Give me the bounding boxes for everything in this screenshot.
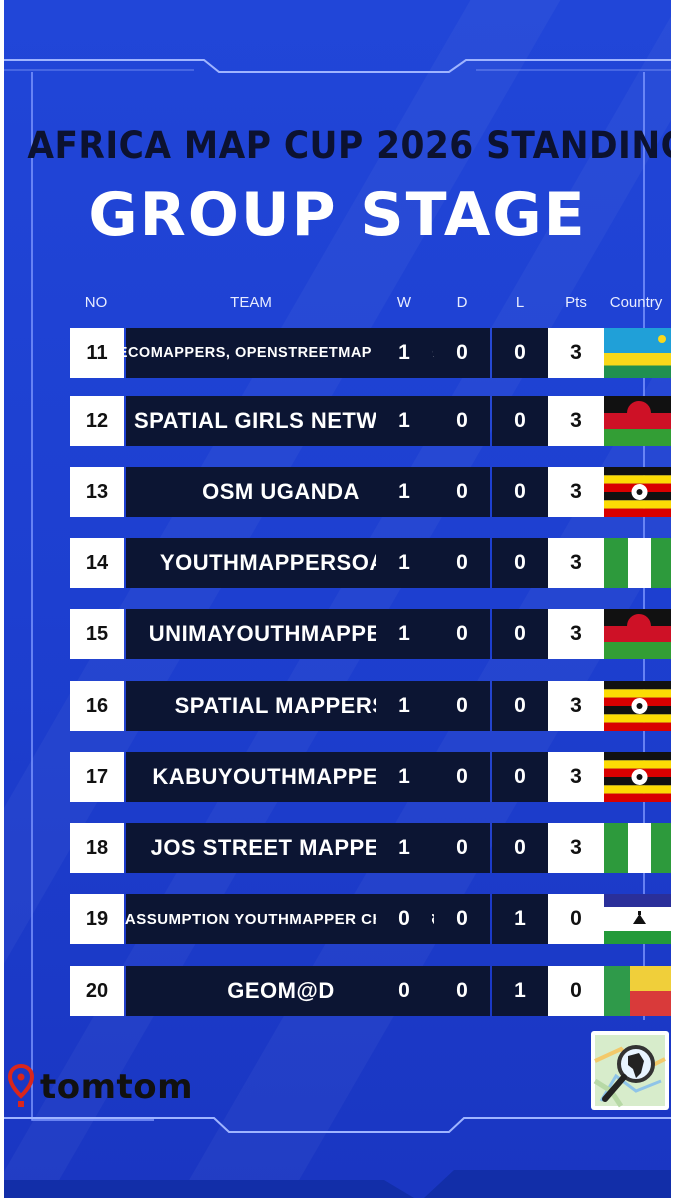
table-row: 12 SPATIAL GIRLS NETWORK 1 0 0 3	[66, 396, 671, 446]
losses: 0	[492, 467, 548, 517]
bottom-band	[4, 1150, 671, 1198]
row-number: 20	[70, 966, 124, 1016]
points: 3	[548, 467, 604, 517]
wins: 1	[376, 823, 432, 873]
row-number: 18	[70, 823, 124, 873]
row-number: 13	[70, 467, 124, 517]
table-row: 18 JOS STREET MAPPERS 1 0 0 3	[66, 823, 671, 873]
draws: 0	[434, 752, 490, 802]
openstreetmap-magnifier-icon	[591, 1031, 669, 1110]
wins: 1	[376, 609, 432, 659]
losses: 0	[492, 681, 548, 731]
wins: 0	[376, 894, 432, 944]
points: 3	[548, 681, 604, 731]
table-row: 17 KABUYOUTHMAPPERS 1 0 0 3	[66, 752, 671, 802]
page-subtitle: GROUP STAGE	[88, 180, 587, 250]
row-number: 19	[70, 894, 124, 944]
nigeria-flag-icon	[604, 538, 671, 588]
losses: 0	[492, 752, 548, 802]
rwanda-flag-icon	[604, 328, 671, 378]
wins: 1	[376, 538, 432, 588]
draws: 0	[434, 328, 490, 378]
row-number: 15	[70, 609, 124, 659]
draws: 0	[434, 681, 490, 731]
tomtom-logo: tomtom	[8, 1062, 193, 1112]
nigeria-flag-icon	[604, 823, 671, 873]
wins: 1	[376, 328, 432, 378]
table-row: 15 UNIMAYOUTHMAPPERS 1 0 0 3	[66, 609, 671, 659]
page-title: AFRICA MAP CUP 2026 STANDINGS	[27, 124, 671, 167]
losses: 1	[492, 966, 548, 1016]
column-header-pts: Pts	[565, 294, 587, 311]
sponsor-name: tomtom	[40, 1067, 194, 1107]
wins: 1	[376, 396, 432, 446]
uganda-flag-icon	[604, 467, 671, 517]
row-number: 14	[70, 538, 124, 588]
column-header-l: L	[515, 294, 525, 311]
uganda-flag-icon	[604, 752, 671, 802]
row-number: 16	[70, 681, 124, 731]
team-name: JOS STREET MAPPERS	[126, 823, 436, 873]
draws: 0	[434, 894, 490, 944]
benin-flag-icon	[604, 966, 671, 1016]
uganda-flag-icon	[604, 681, 671, 731]
wins: 1	[376, 752, 432, 802]
table-row: 20 GEOM@D 0 0 1 0	[66, 966, 671, 1016]
lesotho-flag-icon	[604, 894, 671, 944]
points: 3	[548, 396, 604, 446]
malawi-flag-icon	[604, 396, 671, 446]
points: 3	[548, 823, 604, 873]
row-number: 11	[70, 328, 124, 378]
column-header-no: NO	[84, 294, 108, 311]
draws: 0	[434, 966, 490, 1016]
losses: 0	[492, 396, 548, 446]
background-panel: AFRICA MAP CUP 2026 STANDINGS GROUP STAG…	[4, 0, 671, 1198]
points: 3	[548, 752, 604, 802]
table-row: 19 ASSUMPTION YOUTHMAPPER CHAPTER 0 0 1 …	[66, 894, 671, 944]
table-row: 16 SPATIAL MAPPERS 1 0 0 3	[66, 681, 671, 731]
draws: 0	[434, 609, 490, 659]
column-header-w: W	[396, 294, 412, 311]
losses: 0	[492, 328, 548, 378]
losses: 0	[492, 609, 548, 659]
points: 3	[548, 538, 604, 588]
losses: 1	[492, 894, 548, 944]
column-header-d: D	[456, 294, 468, 311]
malawi-flag-icon	[604, 609, 671, 659]
points: 3	[548, 328, 604, 378]
column-header-team: TEAM	[230, 294, 272, 311]
points: 0	[548, 966, 604, 1016]
location-pin-icon	[8, 1064, 34, 1107]
losses: 0	[492, 823, 548, 873]
points: 0	[548, 894, 604, 944]
row-number: 17	[70, 752, 124, 802]
wins: 0	[376, 966, 432, 1016]
table-row: 11 ECOMAPPERS, OPENSTREETMAP RWANDA 1 0 …	[66, 328, 671, 378]
draws: 0	[434, 467, 490, 517]
row-number: 12	[70, 396, 124, 446]
points: 3	[548, 609, 604, 659]
table-row: 13 OSM UGANDA 1 0 0 3	[66, 467, 671, 517]
table-row: 14 YOUTHMAPPERSOAU 1 0 0 3	[66, 538, 671, 588]
losses: 0	[492, 538, 548, 588]
draws: 0	[434, 396, 490, 446]
draws: 0	[434, 538, 490, 588]
wins: 1	[376, 467, 432, 517]
wins: 1	[376, 681, 432, 731]
draws: 0	[434, 823, 490, 873]
column-header-country: Country	[609, 294, 663, 311]
